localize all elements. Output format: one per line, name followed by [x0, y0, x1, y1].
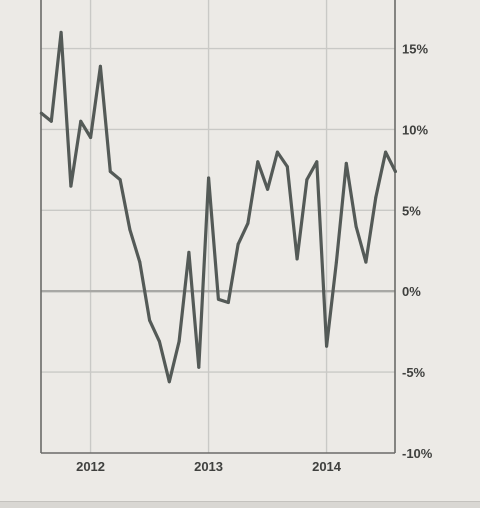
data-point: [177, 339, 181, 343]
data-point: [207, 176, 211, 180]
x-tick-label: 2012: [76, 459, 105, 474]
y-tick-label: 15%: [402, 42, 428, 57]
data-point: [148, 318, 152, 322]
bottom-scroll-edge: [0, 501, 480, 508]
y-tick-label: -10%: [402, 446, 433, 461]
data-point: [256, 160, 260, 164]
data-point: [128, 228, 132, 232]
data-point: [344, 161, 348, 165]
data-point: [79, 119, 83, 123]
data-point: [49, 119, 53, 123]
data-point: [118, 178, 122, 182]
data-point: [69, 184, 73, 188]
data-point: [89, 136, 93, 139]
x-gridlines: [89, 0, 328, 453]
data-point: [59, 30, 63, 34]
data-point: [216, 297, 220, 301]
data-point: [374, 195, 378, 199]
data-point: [334, 260, 338, 264]
data-point: [266, 187, 270, 191]
data-point: [354, 225, 358, 228]
data-point: [384, 150, 388, 154]
data-point: [236, 242, 240, 246]
data-point: [364, 260, 368, 264]
data-point: [187, 250, 191, 254]
data-point: [157, 339, 161, 343]
x-axis-labels: 2012 2013 2014: [76, 459, 342, 474]
data-point: [108, 170, 112, 173]
x-tick-label: 2013: [194, 459, 223, 474]
data-point: [275, 150, 279, 154]
data-point: [167, 380, 171, 384]
data-point: [285, 165, 289, 169]
y-tick-label: -5%: [402, 365, 426, 380]
data-point: [305, 178, 309, 182]
x-tick-label: 2014: [312, 459, 342, 474]
y-tick-label: 10%: [402, 122, 428, 137]
y-tick-label: 5%: [402, 203, 421, 218]
plot-frame: [40, 0, 396, 454]
data-point: [315, 160, 319, 164]
series-layer: [39, 30, 397, 384]
data-point: [39, 111, 43, 115]
data-point: [197, 365, 201, 369]
y-tick-label: 0%: [402, 284, 421, 299]
data-point: [226, 301, 230, 304]
data-point: [295, 257, 299, 261]
data-point: [393, 170, 397, 173]
data-point: [138, 260, 142, 264]
data-point: [325, 344, 329, 348]
data-point: [246, 221, 250, 225]
y-axis-labels: 15% 10% 5% 0% -5% -10%: [402, 42, 433, 461]
data-point: [98, 64, 102, 68]
series-line-0: [39, 30, 397, 384]
